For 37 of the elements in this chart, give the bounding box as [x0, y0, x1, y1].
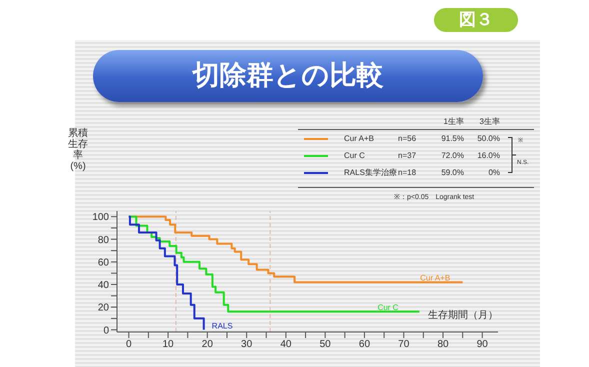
annotation: Cur C: [378, 302, 399, 312]
text: 16.0%: [476, 151, 500, 160]
y-axis-title: 累積生存率 (%): [68, 128, 88, 172]
y-tick-label: 20: [98, 302, 110, 314]
text: n=56: [398, 134, 418, 143]
text: 3生率: [478, 116, 500, 127]
caption: 図３: [434, 8, 518, 32]
text: 1生率: [442, 116, 464, 127]
x-tick-label: 40: [280, 339, 292, 350]
y-tick-label: 60: [98, 257, 110, 268]
y-tick-label: 80: [98, 234, 110, 246]
legend-label: Cur A+B: [344, 134, 376, 143]
text: n=18: [398, 168, 418, 177]
x-tick-label: 30: [241, 339, 253, 350]
text: n=37: [398, 151, 418, 160]
text: 59.0%: [440, 168, 464, 177]
x-tick-label: 80: [437, 339, 450, 350]
x-tick-label: 10: [162, 339, 174, 350]
y-tick-label: 0: [103, 325, 110, 336]
annotation: Cur A+B: [420, 274, 450, 283]
annotation: RALS: [212, 322, 233, 331]
chart-title: 切除群との比較: [93, 50, 483, 102]
x-tick-label: 70: [398, 339, 410, 350]
x-tick-label: 20: [202, 339, 214, 350]
legend-label: Cur C: [344, 151, 366, 160]
y-tick-label: 100: [92, 212, 110, 224]
x-tick-label: 50: [320, 339, 332, 350]
text: 50.0%: [476, 134, 500, 143]
text: 91.5%: [440, 134, 464, 143]
text: 0%: [487, 168, 500, 177]
x-tick-label: 0: [126, 339, 132, 350]
text: 72.0%: [440, 151, 464, 160]
x-axis-title: 生存期間（月）: [428, 308, 498, 322]
y-tick-label: 40: [98, 280, 110, 292]
legend-label: RALS集学治療: [344, 167, 398, 178]
x-tick-label: 60: [358, 339, 370, 350]
x-tick-label: 90: [476, 339, 488, 350]
